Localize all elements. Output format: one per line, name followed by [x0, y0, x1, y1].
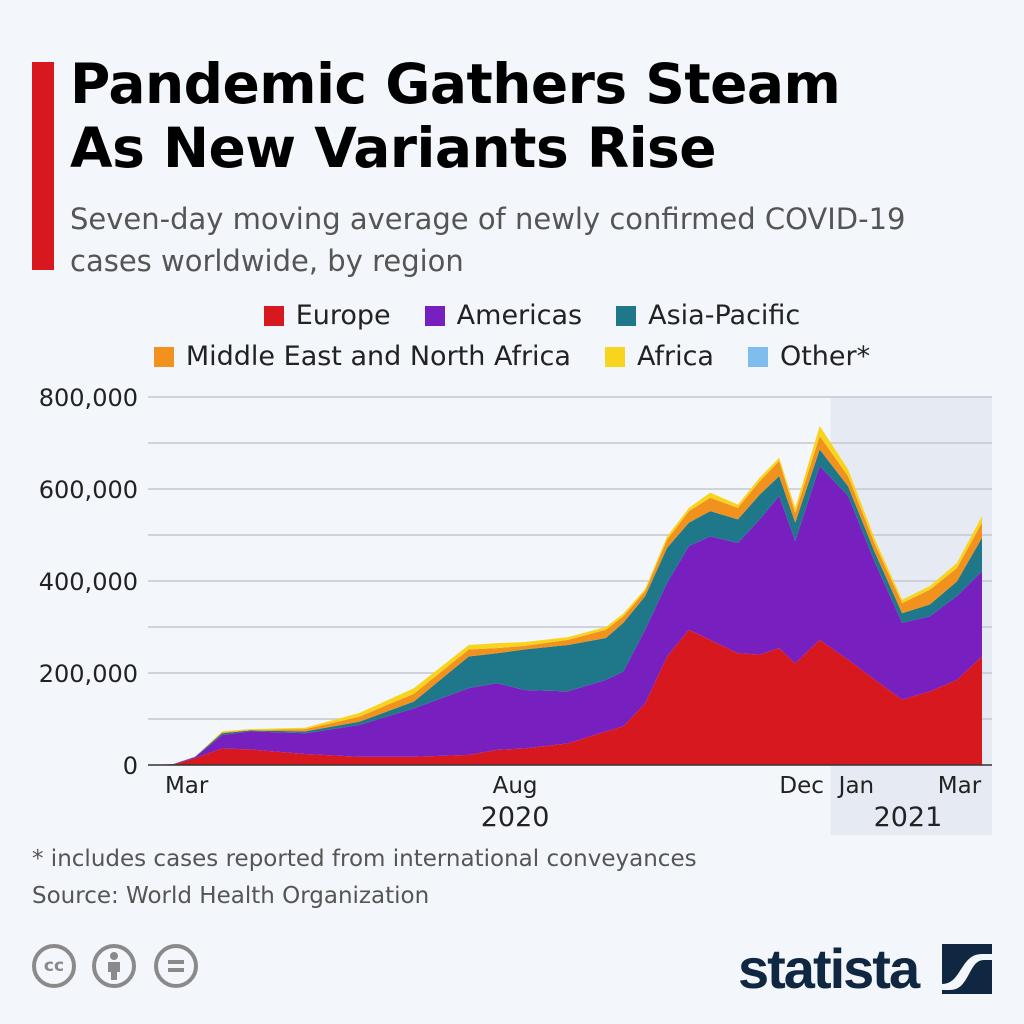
- y-tick-label: 200,000: [39, 660, 138, 688]
- title-accent-bar: [32, 62, 54, 270]
- area-europe: [148, 629, 982, 765]
- statista-logo-mark: [942, 944, 992, 994]
- statista-logo[interactable]: statista: [738, 937, 920, 1000]
- title-line-2: As New Variants Rise: [70, 116, 717, 180]
- legend-label: Middle East and North Africa: [185, 341, 571, 372]
- y-tick-label: 0: [123, 752, 138, 780]
- x-year-label: 2021: [874, 802, 943, 833]
- source-note: Source: World Health Organization: [32, 883, 430, 909]
- legend-swatch: [263, 305, 284, 326]
- cc-icon[interactable]: cc: [32, 944, 76, 988]
- area-middle-east-and-north-africa: [148, 436, 982, 765]
- attribution-icon[interactable]: [92, 944, 136, 988]
- title-line-1: Pandemic Gathers Steam: [70, 52, 841, 116]
- y-tick-label: 400,000: [39, 568, 138, 596]
- legend-label: Other*: [779, 341, 871, 372]
- x-tick-label: Jan: [837, 773, 874, 799]
- x-tick-label: Dec: [779, 773, 824, 799]
- x-year-label: 2020: [481, 802, 550, 833]
- area-africa: [148, 425, 982, 765]
- legend-swatch: [747, 346, 768, 367]
- legend-item-americas: Americas: [424, 300, 583, 331]
- legend-label: Asia-Pacific: [648, 300, 801, 331]
- legend-item-europe: Europe: [263, 300, 391, 331]
- legend-label: Africa: [636, 341, 714, 372]
- area-asia-pacific: [148, 449, 982, 765]
- y-tick-label: 800,000: [39, 384, 138, 412]
- legend-item-asia-pacific: Asia-Pacific: [616, 300, 800, 331]
- legend-swatch: [604, 346, 625, 367]
- x-tick-label: Aug: [493, 773, 538, 799]
- x-tick-label: Mar: [165, 773, 209, 799]
- legend-label: Americas: [456, 300, 583, 331]
- legend-item-mena: Middle East and North Africa: [153, 341, 571, 372]
- y-tick-label: 600,000: [39, 476, 138, 504]
- legend-swatch: [616, 305, 637, 326]
- legend-swatch: [153, 346, 174, 367]
- chart-title: Pandemic Gathers Steam As New Variants R…: [70, 52, 841, 180]
- legend-label: Europe: [295, 300, 391, 331]
- legend-item-other: Other*: [747, 341, 871, 372]
- legend-swatch: [424, 305, 445, 326]
- legend-item-africa: Africa: [604, 341, 714, 372]
- area-americas: [148, 466, 982, 765]
- footnote: * includes cases reported from internati…: [32, 846, 697, 872]
- no-derivatives-icon[interactable]: [154, 944, 198, 988]
- legend-row-1: Europe Americas Asia-Pacific: [0, 300, 1024, 331]
- x-tick-label: Mar: [938, 773, 982, 799]
- legend-row-2: Middle East and North Africa Africa Othe…: [0, 341, 1024, 372]
- chart-subtitle: Seven-day moving average of newly confir…: [70, 202, 906, 278]
